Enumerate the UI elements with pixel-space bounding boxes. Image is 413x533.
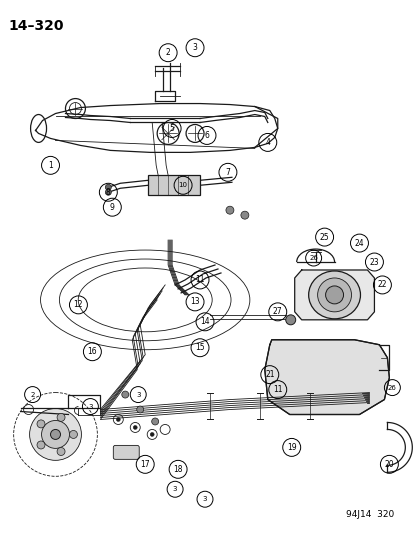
Circle shape	[240, 211, 248, 219]
Text: 94J14  320: 94J14 320	[345, 510, 394, 519]
Circle shape	[136, 406, 143, 413]
Circle shape	[29, 408, 81, 461]
Circle shape	[121, 391, 128, 398]
Text: 2: 2	[165, 48, 170, 57]
Text: 3: 3	[135, 392, 140, 398]
Circle shape	[151, 418, 158, 425]
Circle shape	[116, 417, 120, 422]
Text: 20: 20	[384, 460, 393, 469]
Text: 14: 14	[200, 317, 209, 326]
Text: 3: 3	[202, 496, 207, 502]
Text: 18: 18	[173, 465, 183, 474]
Text: 3: 3	[173, 486, 177, 492]
Text: 19: 19	[286, 443, 296, 452]
Text: 27: 27	[272, 308, 282, 317]
Text: 7: 7	[225, 168, 230, 177]
Circle shape	[57, 414, 65, 422]
Text: 2: 2	[30, 392, 35, 398]
Text: 6: 6	[204, 131, 209, 140]
Text: 17: 17	[140, 460, 150, 469]
Circle shape	[105, 189, 111, 195]
Text: 11: 11	[195, 276, 204, 285]
Circle shape	[150, 432, 154, 437]
Circle shape	[69, 431, 77, 439]
Text: 23: 23	[369, 257, 378, 266]
Circle shape	[105, 184, 111, 190]
Circle shape	[225, 206, 233, 214]
Text: 10: 10	[178, 182, 187, 188]
Ellipse shape	[317, 278, 351, 312]
Circle shape	[37, 420, 45, 428]
Text: 5: 5	[169, 124, 174, 133]
Text: 24: 24	[354, 239, 363, 248]
Text: 16: 16	[88, 347, 97, 356]
Bar	[148, 175, 199, 195]
Text: 22: 22	[377, 280, 386, 289]
Text: 1: 1	[48, 161, 53, 170]
Text: 26: 26	[309, 255, 317, 261]
Text: 21: 21	[264, 370, 274, 379]
Text: 8: 8	[106, 188, 110, 197]
Text: 13: 13	[190, 297, 199, 306]
Text: 15: 15	[195, 343, 204, 352]
Text: 14–320: 14–320	[9, 19, 64, 33]
Circle shape	[285, 315, 295, 325]
Text: 9: 9	[109, 203, 114, 212]
Circle shape	[50, 430, 60, 439]
Polygon shape	[294, 270, 373, 320]
Circle shape	[37, 441, 45, 449]
Circle shape	[57, 448, 65, 456]
Ellipse shape	[325, 286, 343, 304]
Ellipse shape	[308, 271, 360, 319]
Text: 11: 11	[272, 385, 282, 394]
Circle shape	[133, 425, 137, 430]
Text: 4: 4	[265, 138, 270, 147]
Polygon shape	[264, 340, 389, 415]
Text: 12: 12	[74, 301, 83, 309]
Text: 3: 3	[88, 403, 93, 409]
Text: 3: 3	[192, 43, 197, 52]
Text: 25: 25	[319, 232, 329, 241]
Circle shape	[41, 421, 69, 448]
FancyBboxPatch shape	[113, 446, 139, 459]
Text: 26: 26	[387, 385, 396, 391]
